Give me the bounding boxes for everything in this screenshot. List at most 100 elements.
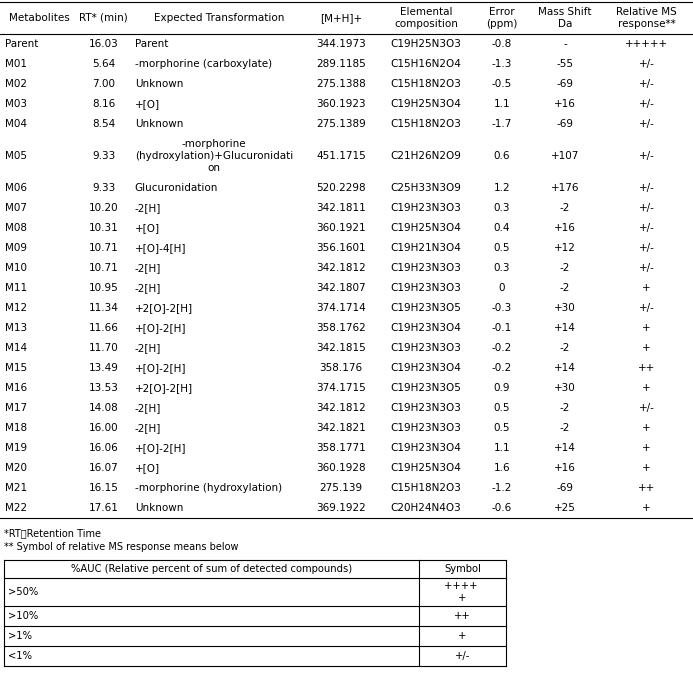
Text: 11.70: 11.70 xyxy=(89,343,119,353)
Text: -0.2: -0.2 xyxy=(492,343,512,353)
Text: +/-: +/- xyxy=(639,243,654,253)
Text: -0.3: -0.3 xyxy=(492,303,512,313)
Text: 358.1771: 358.1771 xyxy=(316,443,366,453)
Text: M10: M10 xyxy=(5,263,27,273)
Text: +[O]: +[O] xyxy=(134,463,160,473)
Text: M08: M08 xyxy=(5,223,27,233)
Text: 275.1388: 275.1388 xyxy=(316,79,366,89)
Text: C19H25N3O4: C19H25N3O4 xyxy=(391,99,462,109)
Text: 17.61: 17.61 xyxy=(89,503,119,513)
Text: 10.20: 10.20 xyxy=(89,203,119,213)
Text: -2[H]: -2[H] xyxy=(134,263,161,273)
Text: <1%: <1% xyxy=(8,651,32,661)
Text: -69: -69 xyxy=(556,483,574,493)
Text: +/-: +/- xyxy=(639,263,654,273)
Text: +/-: +/- xyxy=(639,203,654,213)
Text: C19H23N3O5: C19H23N3O5 xyxy=(391,383,462,393)
Text: +30: +30 xyxy=(554,303,576,313)
Text: +[O]: +[O] xyxy=(134,99,160,109)
Text: 360.1921: 360.1921 xyxy=(316,223,366,233)
Text: -2: -2 xyxy=(560,263,570,273)
Text: 9.33: 9.33 xyxy=(92,183,116,193)
Text: 0.5: 0.5 xyxy=(494,423,510,433)
Text: +107: +107 xyxy=(551,151,579,161)
Text: 8.54: 8.54 xyxy=(92,119,116,129)
Text: -0.1: -0.1 xyxy=(492,323,512,333)
Text: 275.1389: 275.1389 xyxy=(316,119,366,129)
Text: 342.1821: 342.1821 xyxy=(316,423,366,433)
Text: +/-: +/- xyxy=(639,119,654,129)
Text: -2: -2 xyxy=(560,403,570,413)
Text: +[O]: +[O] xyxy=(134,223,160,233)
Text: 16.15: 16.15 xyxy=(89,483,119,493)
Text: C15H16N2O4: C15H16N2O4 xyxy=(391,59,462,69)
Text: 16.03: 16.03 xyxy=(89,39,119,49)
Text: -2[H]: -2[H] xyxy=(134,403,161,413)
Text: 16.06: 16.06 xyxy=(89,443,119,453)
Text: 0.6: 0.6 xyxy=(494,151,510,161)
Text: 10.95: 10.95 xyxy=(89,283,119,293)
Text: ** Symbol of relative MS response means below: ** Symbol of relative MS response means … xyxy=(4,542,238,552)
Text: 451.1715: 451.1715 xyxy=(316,151,366,161)
Text: %AUC (Relative percent of sum of detected compounds): %AUC (Relative percent of sum of detecte… xyxy=(71,564,352,574)
Text: +: + xyxy=(642,503,651,513)
Text: M20: M20 xyxy=(5,463,27,473)
Text: -55: -55 xyxy=(556,59,574,69)
Text: +/-: +/- xyxy=(639,223,654,233)
Text: 1.1: 1.1 xyxy=(494,99,510,109)
Text: +14: +14 xyxy=(554,443,576,453)
Text: +[O]-2[H]: +[O]-2[H] xyxy=(134,443,186,453)
Text: 275.139: 275.139 xyxy=(319,483,362,493)
Text: M19: M19 xyxy=(5,443,27,453)
Text: 16.00: 16.00 xyxy=(89,423,119,433)
Text: Expected Transformation: Expected Transformation xyxy=(154,13,284,23)
Text: C19H23N3O3: C19H23N3O3 xyxy=(391,423,462,433)
Text: M04: M04 xyxy=(5,119,27,129)
Text: +++++: +++++ xyxy=(625,39,668,49)
Text: 358.176: 358.176 xyxy=(319,363,362,373)
Text: 0.5: 0.5 xyxy=(494,403,510,413)
Text: 13.49: 13.49 xyxy=(89,363,119,373)
Text: M03: M03 xyxy=(5,99,27,109)
Text: Unknown: Unknown xyxy=(134,503,183,513)
Text: 0.3: 0.3 xyxy=(494,203,510,213)
Text: 342.1815: 342.1815 xyxy=(316,343,366,353)
Text: M01: M01 xyxy=(5,59,27,69)
Text: ++: ++ xyxy=(638,483,655,493)
Text: +: + xyxy=(642,443,651,453)
Text: +14: +14 xyxy=(554,363,576,373)
Text: +176: +176 xyxy=(551,183,579,193)
Text: 342.1812: 342.1812 xyxy=(316,263,366,273)
Text: -1.7: -1.7 xyxy=(492,119,512,129)
Text: 10.71: 10.71 xyxy=(89,263,119,273)
Text: M12: M12 xyxy=(5,303,27,313)
Text: 0.9: 0.9 xyxy=(494,383,510,393)
Text: M17: M17 xyxy=(5,403,27,413)
Text: -0.6: -0.6 xyxy=(492,503,512,513)
Text: C15H18N2O3: C15H18N2O3 xyxy=(391,79,462,89)
Text: Mass Shift
Da: Mass Shift Da xyxy=(538,7,592,29)
Text: Symbol: Symbol xyxy=(444,564,481,574)
Text: 7.00: 7.00 xyxy=(92,79,115,89)
Text: M02: M02 xyxy=(5,79,27,89)
Text: 11.34: 11.34 xyxy=(89,303,119,313)
Text: 289.1185: 289.1185 xyxy=(316,59,366,69)
Text: +: + xyxy=(642,283,651,293)
Text: 342.1812: 342.1812 xyxy=(316,403,366,413)
Text: >1%: >1% xyxy=(8,631,32,641)
Text: 360.1928: 360.1928 xyxy=(316,463,366,473)
Text: -69: -69 xyxy=(556,119,574,129)
Text: C19H25N3O4: C19H25N3O4 xyxy=(391,463,462,473)
Text: +/-: +/- xyxy=(639,59,654,69)
Text: 14.08: 14.08 xyxy=(89,403,119,413)
Text: +/-: +/- xyxy=(639,99,654,109)
Text: Parent: Parent xyxy=(5,39,38,49)
Text: M22: M22 xyxy=(5,503,27,513)
Text: M06: M06 xyxy=(5,183,27,193)
Text: RT* (min): RT* (min) xyxy=(80,13,128,23)
Text: -1.2: -1.2 xyxy=(492,483,512,493)
Text: +/-: +/- xyxy=(639,151,654,161)
Text: +2[O]-2[H]: +2[O]-2[H] xyxy=(134,383,193,393)
Text: +[O]-2[H]: +[O]-2[H] xyxy=(134,363,186,373)
Text: 11.66: 11.66 xyxy=(89,323,119,333)
